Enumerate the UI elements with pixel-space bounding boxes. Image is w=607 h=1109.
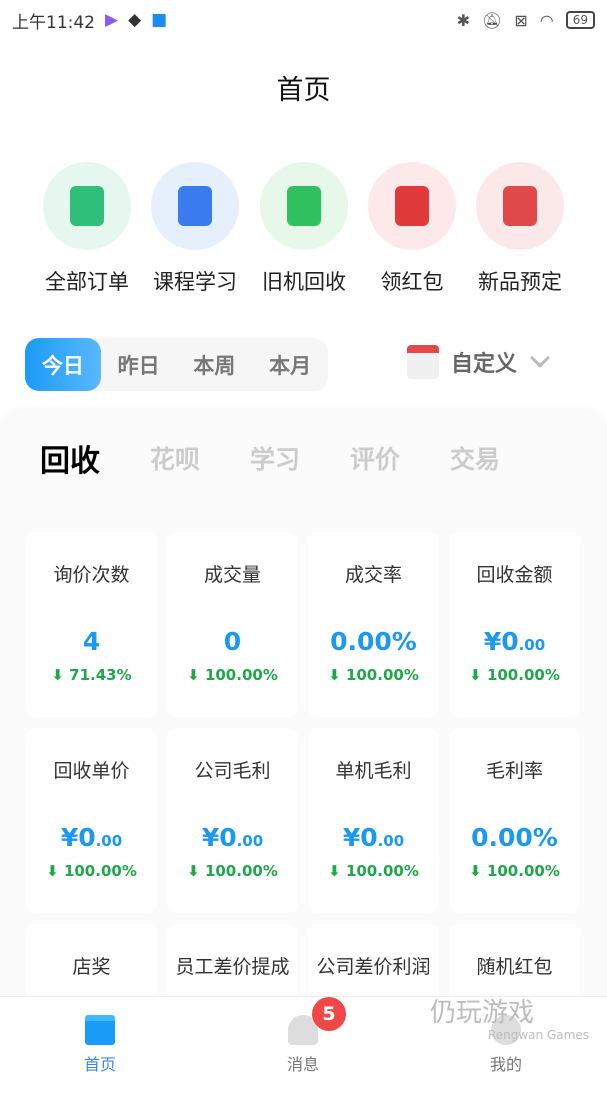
metric-label: 回收金额 (476, 564, 553, 586)
message-badge: 5 (312, 997, 346, 1031)
metric-value: 0.00% (471, 823, 558, 852)
arrow-down-icon: ⬇ (51, 666, 64, 684)
metric-card[interactable]: 公司毛利 ¥0.00 ⬇ 100.00% (167, 728, 298, 913)
metric-label: 成交量 (203, 564, 261, 586)
app-icon: ■ (151, 10, 168, 30)
metric-card[interactable]: 询价次数 4 ⬇ 71.43% (26, 532, 157, 717)
metric-label: 成交率 (344, 564, 402, 586)
quick-item-icon (260, 162, 348, 250)
metric-change: ⬇ 100.00% (187, 666, 278, 684)
metric-label: 单机毛利 (335, 760, 412, 782)
chevron-down-icon (530, 348, 550, 368)
arrow-down-icon: ⬇ (46, 862, 59, 880)
arrow-down-icon: ⬇ (187, 666, 200, 684)
category-tabs: 回收 花呗 学习 评价 交易 (40, 440, 500, 480)
metric-change: ⬇ 71.43% (51, 666, 132, 684)
watermark-text: 仍玩游戏 (430, 998, 535, 1028)
quick-item-icon (368, 162, 456, 250)
metric-value: 4 (82, 627, 101, 656)
metric-value: ¥0.00 (483, 627, 546, 656)
mute-icon: 🔕︎ (482, 10, 503, 30)
quick-item[interactable]: 课程学习 (140, 162, 250, 296)
metric-value: 0 (223, 627, 242, 656)
metric-value: ¥0.00 (201, 823, 264, 852)
custom-date-label: 自定义 (451, 352, 518, 377)
metric-value: ¥0.00 (60, 823, 123, 852)
metric-label: 毛利率 (485, 760, 543, 782)
quick-item[interactable]: 领红包 (357, 162, 467, 296)
sim-icon: ⊠ (514, 10, 528, 30)
arrow-down-icon: ⬇ (469, 862, 482, 880)
quick-item-icon (476, 162, 564, 250)
category-tab[interactable]: 学习 (250, 445, 301, 474)
nav-home[interactable]: 首页 (50, 1015, 150, 1075)
metric-change: ⬇ 100.00% (469, 862, 560, 880)
arrow-down-icon: ⬇ (187, 862, 200, 880)
quick-item-label: 课程学习 (153, 270, 237, 294)
category-tab[interactable]: 回收 (40, 444, 100, 479)
metric-card[interactable]: 回收单价 ¥0.00 ⬇ 100.00% (26, 728, 157, 913)
quick-item-label: 领红包 (380, 270, 444, 294)
nav-mine[interactable]: 我的 (456, 1015, 556, 1075)
arrow-down-icon: ⬇ (469, 666, 482, 684)
period-tab[interactable]: 本周 (193, 353, 236, 378)
arrow-down-icon: ⬇ (328, 862, 341, 880)
period-tab[interactable]: 昨日 (117, 353, 160, 378)
metric-card[interactable]: 毛利率 0.00% ⬇ 100.00% (449, 728, 580, 913)
metric-label: 公司毛利 (194, 760, 271, 782)
battery-icon: 69 (565, 11, 595, 29)
play-icon: ▶ (105, 10, 119, 30)
metric-label: 回收单价 (53, 760, 130, 782)
metric-change: ⬇ 100.00% (187, 862, 278, 880)
store-icon (85, 1015, 115, 1045)
metric-change: ⬇ 100.00% (328, 666, 419, 684)
metric-value: 0.00% (330, 627, 417, 656)
period-tabs: 今日 昨日 本周 本月 (25, 338, 328, 391)
pin-icon: ◆ (128, 10, 142, 30)
metric-value: ¥0.00 (342, 823, 405, 852)
wifi-icon: ◠ (539, 10, 554, 30)
user-icon (491, 1015, 521, 1045)
quick-item[interactable]: 新品预定 (465, 162, 575, 296)
bluetooth-icon: ✱ (456, 10, 471, 30)
quick-item-label: 旧机回收 (262, 270, 346, 294)
metric-label: 店奖 (72, 956, 111, 978)
page-title: 首页 (276, 75, 331, 106)
metric-card[interactable]: 单机毛利 ¥0.00 ⬇ 100.00% (308, 728, 439, 913)
watermark: 仍玩游戏 Rengwan Games (430, 998, 589, 1043)
category-tab[interactable]: 交易 (450, 445, 501, 474)
bottom-nav: 首页 消息 5 我的 (0, 996, 607, 1080)
period-tab[interactable]: 本月 (269, 353, 312, 378)
quick-item[interactable]: 旧机回收 (249, 162, 359, 296)
quick-item-label: 全部订单 (45, 270, 129, 294)
metric-card[interactable]: 成交量 0 ⬇ 100.00% (167, 532, 298, 717)
watermark-sub: Rengwan Games (488, 1028, 589, 1042)
calendar-icon (407, 345, 439, 379)
metric-card[interactable]: 成交率 0.00% ⬇ 100.00% (308, 532, 439, 717)
arrow-down-icon: ⬇ (328, 666, 341, 684)
category-tab[interactable]: 评价 (350, 445, 401, 474)
metric-label: 员工差价提成 (175, 956, 290, 978)
status-bar: 上午11:42 ▶ ◆ ■ ✱ 🔕︎ ⊠ ◠ 69 (0, 0, 607, 40)
metric-label: 公司差价利润 (316, 956, 431, 978)
metric-card[interactable]: 回收金额 ¥0.00 ⬇ 100.00% (449, 532, 580, 717)
quick-item-label: 新品预定 (478, 270, 562, 294)
quick-item-icon (43, 162, 131, 250)
quick-item[interactable]: 全部订单 (32, 162, 142, 296)
status-time: 上午11:42 (12, 12, 95, 33)
metric-label: 随机红包 (476, 956, 553, 978)
metric-change: ⬇ 100.00% (469, 666, 560, 684)
quick-item-icon (151, 162, 239, 250)
metric-label: 询价次数 (53, 564, 130, 586)
metric-change: ⬇ 100.00% (46, 862, 137, 880)
metric-change: ⬇ 100.00% (328, 862, 419, 880)
custom-date-button[interactable]: 自定义 (407, 345, 550, 379)
category-tab[interactable]: 花呗 (150, 445, 201, 474)
period-tab[interactable]: 今日 (25, 338, 101, 391)
